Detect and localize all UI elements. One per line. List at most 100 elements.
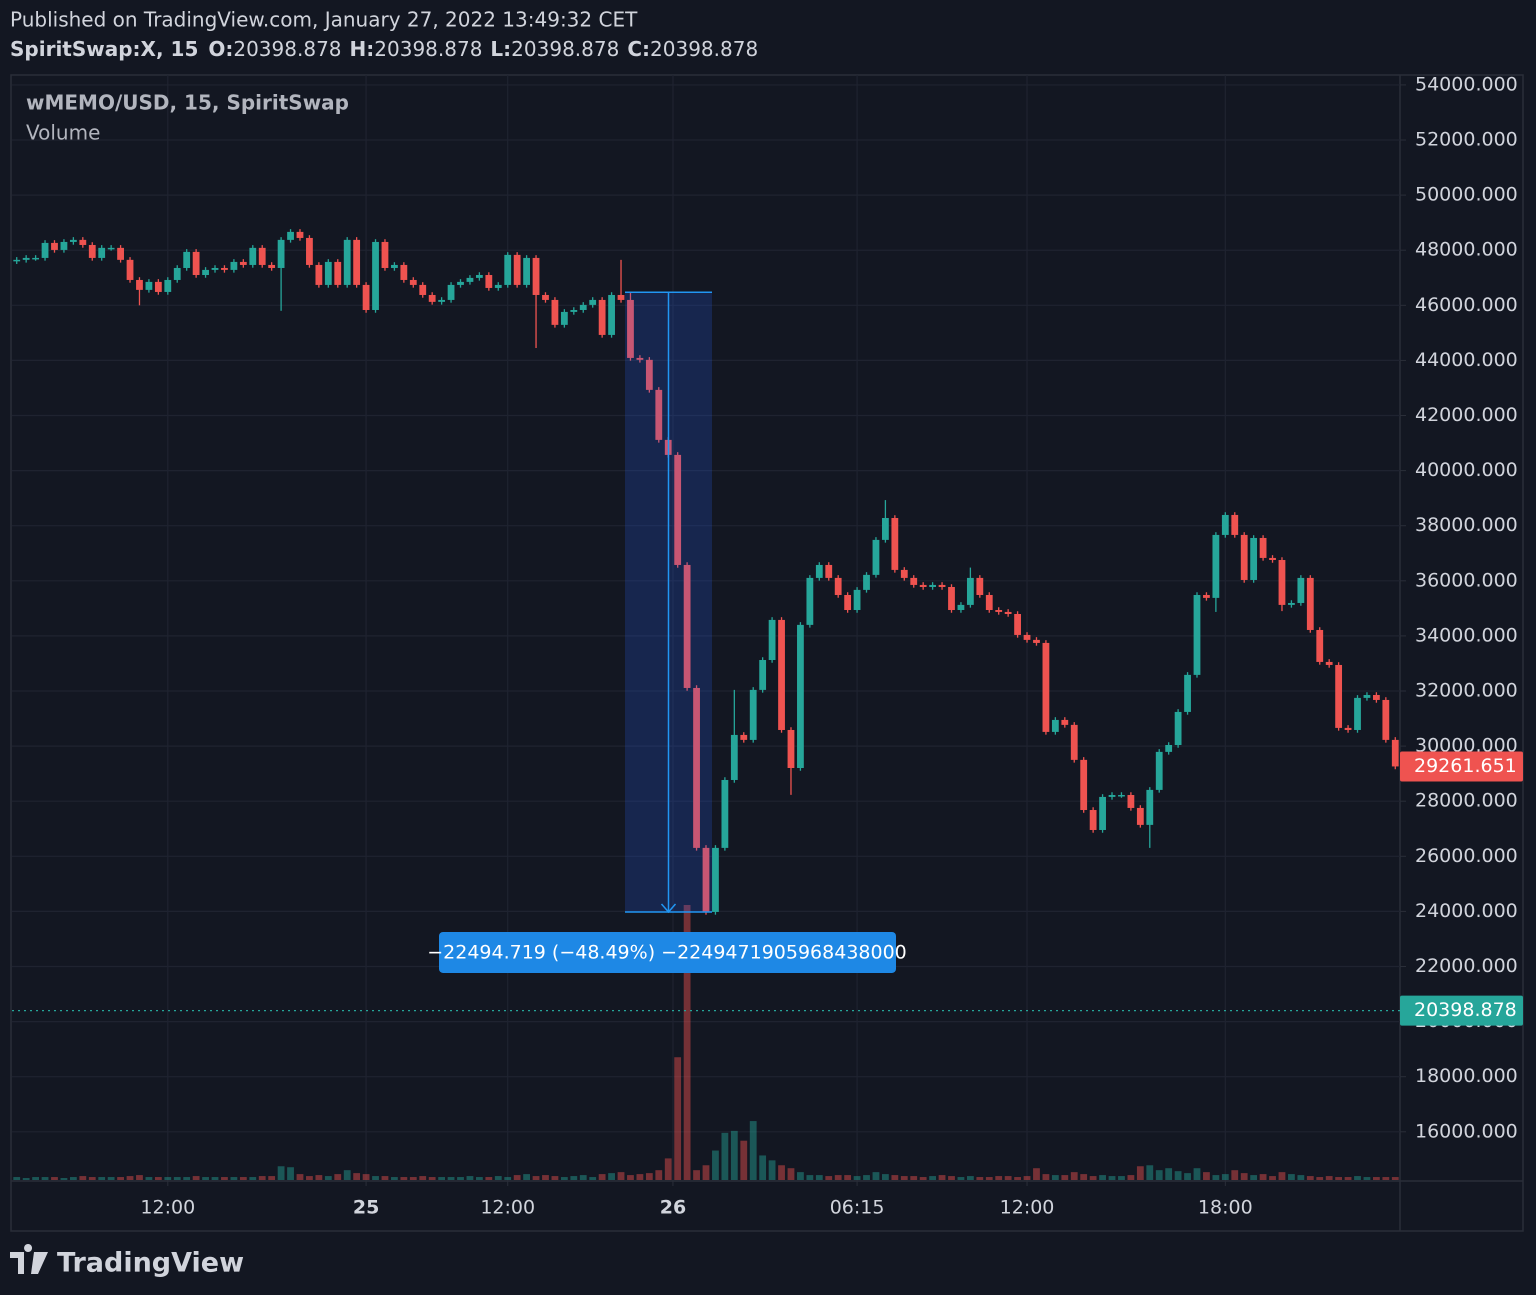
candle-body	[645, 359, 653, 390]
candle-body	[844, 594, 852, 611]
volume-bar	[315, 1175, 323, 1180]
measure-label-box	[439, 931, 896, 973]
candle-body	[22, 257, 30, 260]
candle-body	[192, 251, 200, 276]
volume-bar	[882, 1174, 889, 1180]
volume-bar	[645, 1173, 653, 1180]
volume-bar	[948, 1176, 955, 1180]
candle-body	[919, 584, 927, 588]
candle-body	[1165, 744, 1173, 752]
candle-body	[608, 294, 615, 335]
candle-body	[1127, 794, 1135, 808]
symbol: SpiritSwap:X, 15	[10, 37, 198, 61]
x-tick-label: 26	[660, 1197, 686, 1219]
volume-bar	[343, 1170, 351, 1180]
volume-bar	[815, 1175, 823, 1180]
frame	[10, 74, 1524, 1232]
candle-body	[1221, 514, 1229, 535]
candle-body	[136, 279, 143, 290]
last-price-label: 29261.651	[1414, 755, 1517, 777]
candle-body	[1146, 789, 1154, 825]
candle-body	[910, 577, 918, 585]
ohlc-label: O:	[208, 37, 233, 61]
y-tick-label: 38000.000	[1415, 514, 1518, 536]
volume-bar	[117, 1177, 124, 1180]
candle-body	[598, 299, 606, 335]
candle-body	[1033, 639, 1040, 643]
volume-bar	[258, 1176, 266, 1180]
volume-bar	[513, 1175, 521, 1180]
candle-body	[617, 294, 625, 300]
candle-body	[834, 577, 842, 595]
candle-body	[712, 847, 719, 912]
y-tick-label: 40000.000	[1415, 459, 1518, 481]
volume-bar	[683, 905, 691, 1180]
y-tick-label: 22000.000	[1415, 955, 1518, 977]
volume-bar	[712, 1150, 719, 1180]
volume-bar	[504, 1177, 512, 1180]
candle-body	[749, 689, 757, 740]
candle-body	[98, 247, 106, 258]
volume-bar	[1042, 1174, 1050, 1180]
volume-bar	[664, 1158, 672, 1180]
volume-bar	[617, 1172, 625, 1180]
candle-body	[277, 239, 285, 268]
volume-bar	[409, 1177, 417, 1180]
ohlc-label: L:	[490, 37, 511, 61]
volume-bar	[560, 1177, 568, 1180]
candle-body	[759, 660, 767, 690]
volume-bar	[1363, 1177, 1371, 1180]
candle-body	[1004, 611, 1012, 615]
volume-bar	[1344, 1177, 1352, 1180]
volume-bar	[1316, 1177, 1324, 1180]
volume-bar	[1382, 1177, 1390, 1180]
volume-bar	[202, 1177, 209, 1180]
candle-body	[334, 261, 342, 285]
logo: TradingView	[10, 1244, 244, 1279]
volume-bar	[523, 1174, 530, 1180]
candle-body	[239, 261, 247, 265]
volume-bar	[362, 1174, 370, 1180]
candle-body	[797, 624, 804, 769]
published: Published on TradingView.com, January 27…	[10, 8, 638, 32]
candle-body	[1306, 577, 1314, 630]
volume-bar	[891, 1175, 899, 1180]
volume-bar	[1023, 1176, 1031, 1180]
volume-bar	[995, 1176, 1003, 1180]
volume-bar	[608, 1173, 615, 1180]
candle-body	[551, 299, 559, 325]
volume-bar	[211, 1177, 219, 1180]
candle-body	[400, 264, 408, 280]
candle-body	[419, 284, 427, 295]
volume-bar	[334, 1174, 342, 1180]
volume-bar	[79, 1176, 87, 1180]
candle-body	[13, 259, 21, 262]
candle-body	[353, 239, 361, 285]
candle-body	[485, 275, 493, 288]
candle-body	[1250, 537, 1258, 580]
candle-body	[1061, 719, 1069, 725]
candle-body	[1325, 661, 1333, 665]
price-tag	[1400, 995, 1523, 1026]
volume-bar	[173, 1177, 181, 1180]
volume-bar	[221, 1177, 228, 1180]
volume-bar	[1146, 1165, 1154, 1180]
volume-bar	[419, 1176, 427, 1180]
candle-body	[287, 231, 294, 240]
volume-bar	[1061, 1175, 1069, 1180]
volume-bar	[1136, 1166, 1144, 1180]
volume-bar	[985, 1177, 993, 1180]
volume-bar	[1051, 1175, 1059, 1180]
candle-body	[768, 619, 776, 661]
volume-bar	[381, 1176, 389, 1180]
candle-body	[513, 254, 521, 285]
price-tag-label: 20398.878	[1414, 999, 1517, 1021]
candle-body	[674, 454, 682, 565]
volume-bar	[1325, 1176, 1333, 1180]
ohlc-label: C:	[627, 37, 650, 61]
volume-bar	[287, 1167, 294, 1180]
volume-bar	[494, 1176, 502, 1180]
candle-body	[372, 241, 379, 310]
